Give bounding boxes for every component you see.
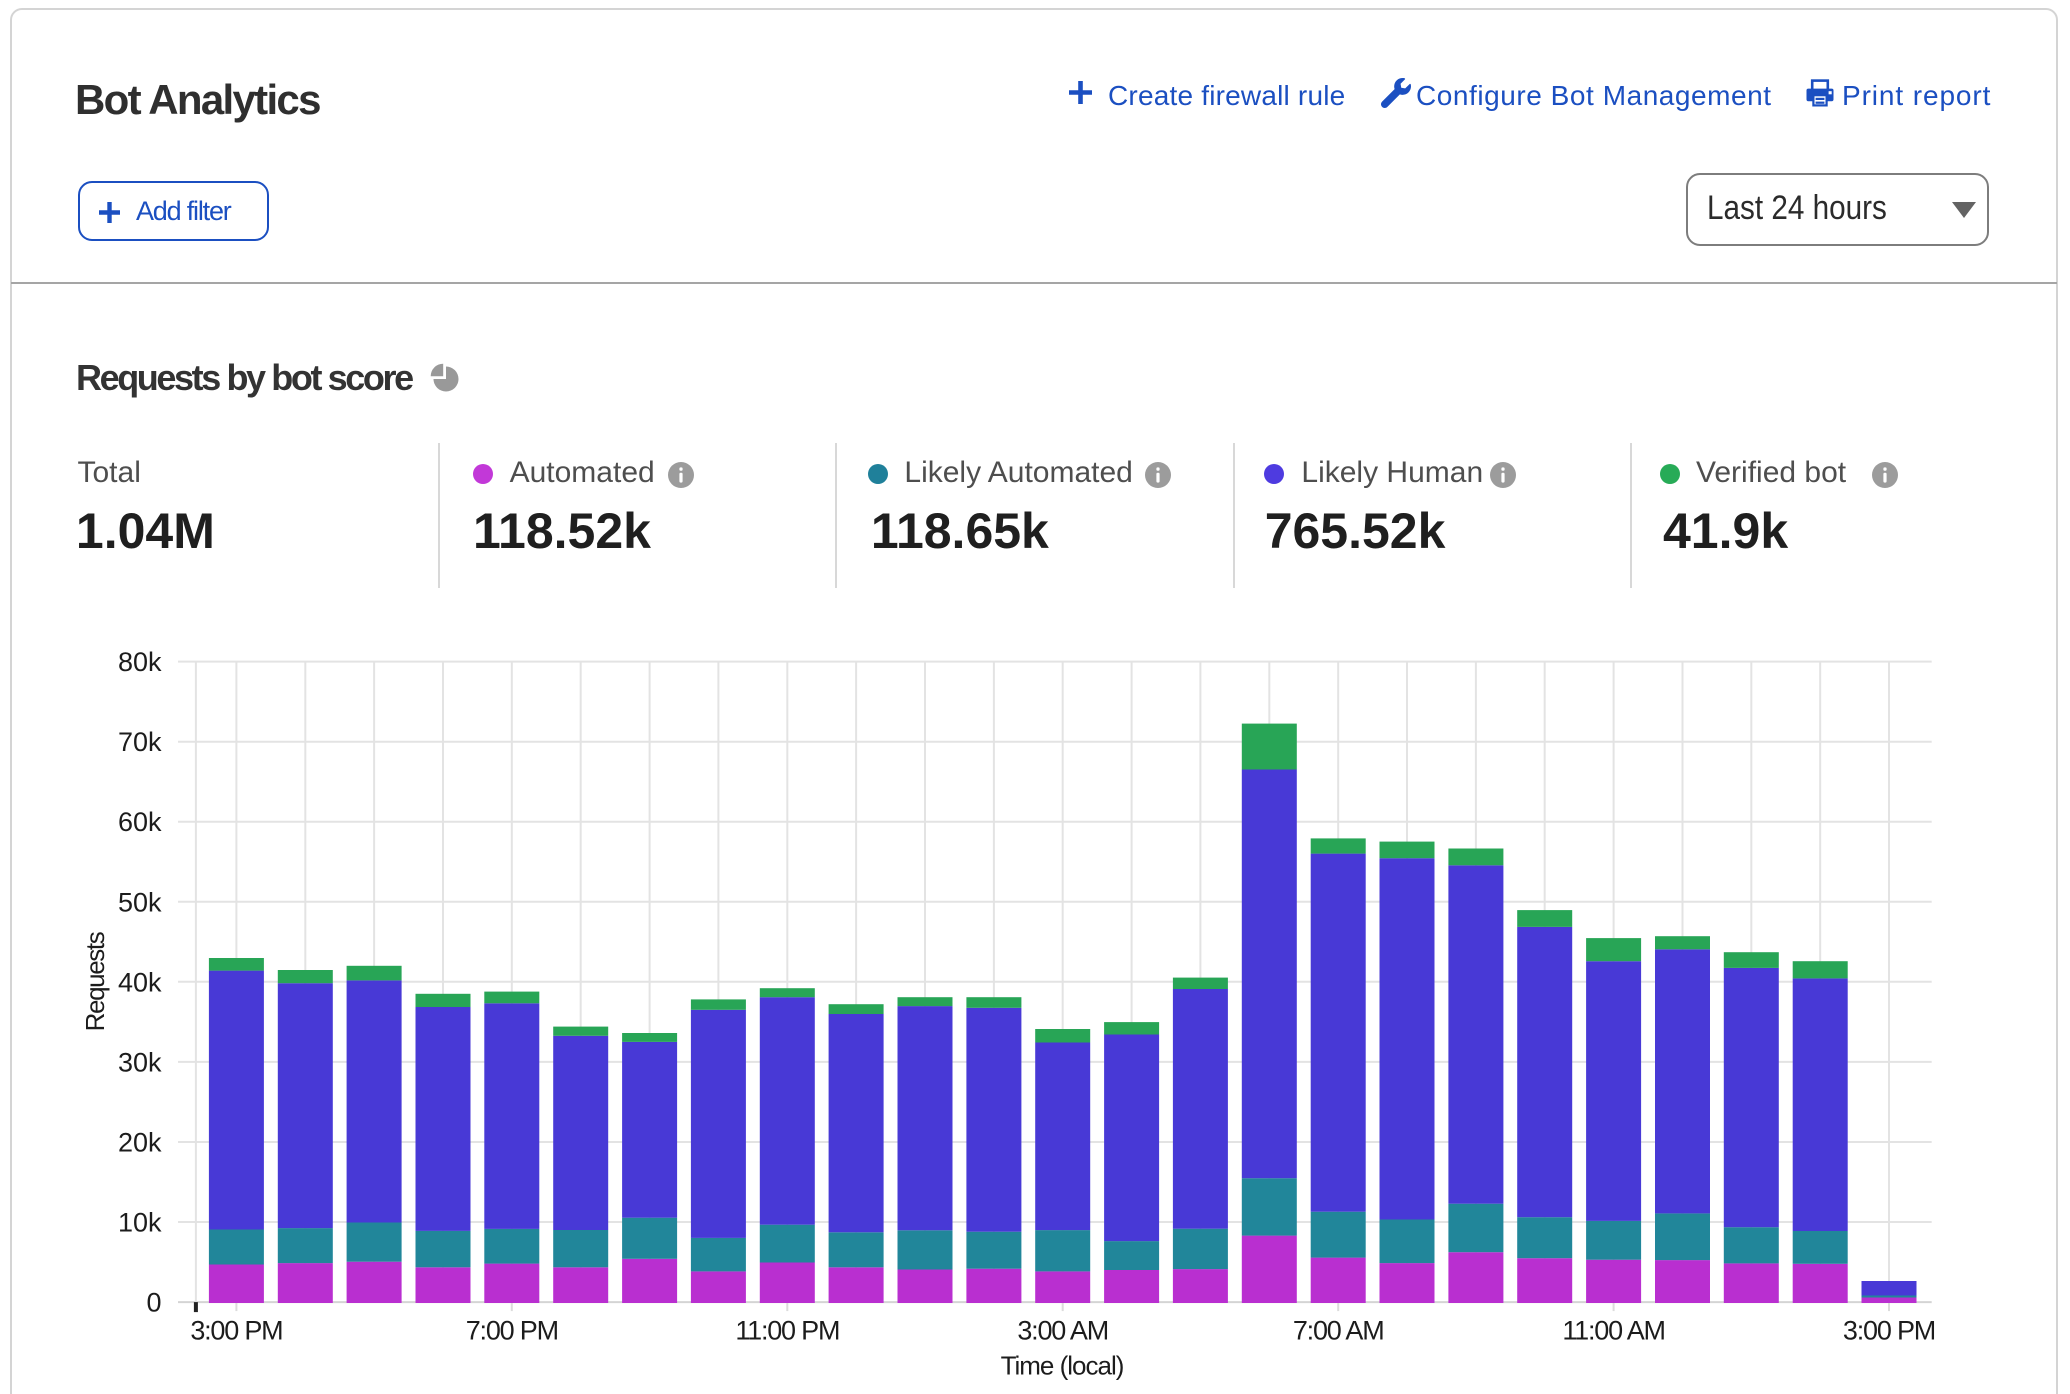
svg-text:10k: 10k [118, 1208, 162, 1238]
svg-text:Time (local): Time (local) [1001, 1351, 1124, 1381]
svg-text:80k: 80k [118, 647, 162, 677]
svg-text:11:00 AM: 11:00 AM [1562, 1316, 1664, 1346]
svg-text:3:00 PM: 3:00 PM [190, 1316, 282, 1346]
svg-text:3:00 PM: 3:00 PM [1843, 1316, 1935, 1346]
svg-text:7:00 AM: 7:00 AM [1293, 1316, 1384, 1346]
svg-text:50k: 50k [118, 887, 162, 917]
svg-text:3:00 AM: 3:00 AM [1017, 1316, 1108, 1346]
svg-text:7:00 PM: 7:00 PM [466, 1316, 558, 1346]
svg-text:60k: 60k [118, 807, 162, 837]
svg-text:40k: 40k [118, 967, 162, 997]
svg-text:Requests: Requests [80, 931, 110, 1031]
svg-text:11:00 PM: 11:00 PM [735, 1316, 839, 1346]
svg-text:30k: 30k [118, 1047, 162, 1077]
svg-text:20k: 20k [118, 1128, 162, 1158]
svg-text:0: 0 [146, 1288, 161, 1318]
svg-text:70k: 70k [118, 727, 162, 757]
